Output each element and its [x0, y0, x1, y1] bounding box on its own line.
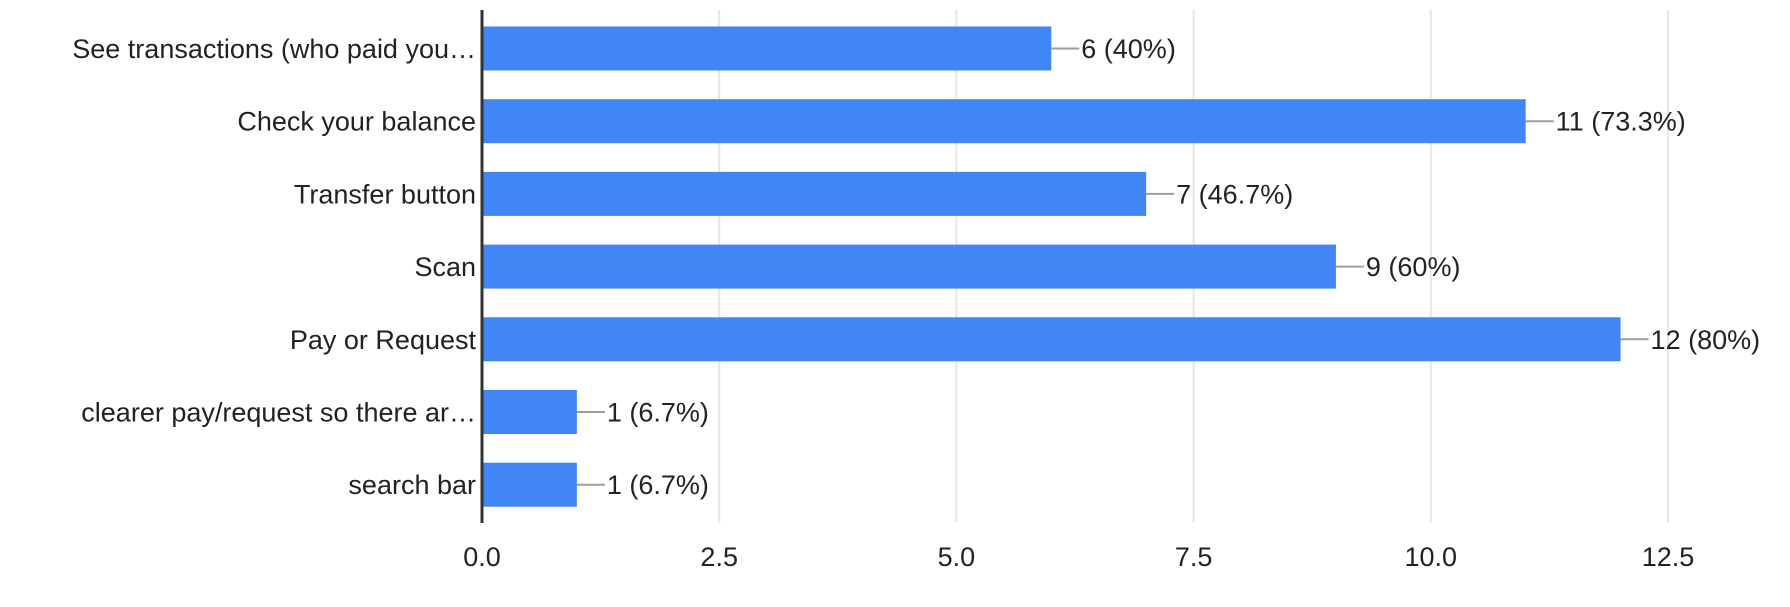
- bars: [482, 26, 1649, 507]
- data-label: 1 (6.7%): [607, 398, 709, 428]
- x-tick-label: 2.5: [700, 542, 738, 572]
- category-label: Check your balance: [237, 107, 476, 137]
- bar: [482, 171, 1147, 216]
- x-tick-label: 5.0: [938, 542, 976, 572]
- data-label: 1 (6.7%): [607, 470, 709, 500]
- bar: [482, 317, 1621, 362]
- x-tick-label: 12.5: [1642, 542, 1695, 572]
- category-label: search bar: [348, 470, 476, 500]
- x-tick-label: 10.0: [1405, 542, 1458, 572]
- bar: [482, 99, 1526, 144]
- data-label: 7 (46.7%): [1176, 179, 1293, 209]
- category-label: See transactions (who paid you…: [72, 34, 476, 64]
- bar: [482, 462, 577, 507]
- bar: [482, 26, 1052, 71]
- category-label: Pay or Request: [290, 325, 477, 355]
- labels: 6 (40%) See transactions (who paid you… 11…: [72, 34, 1760, 500]
- x-tick-label: 7.5: [1175, 542, 1213, 572]
- axes: 0.0 2.5 5.0 7.5 10.0 12.5: [463, 10, 1694, 572]
- bar: [482, 244, 1336, 289]
- category-label: Transfer button: [294, 179, 476, 209]
- x-tick-label: 0.0: [463, 542, 501, 572]
- data-label: 11 (73.3%): [1556, 107, 1686, 137]
- category-label: clearer pay/request so there ar…: [81, 398, 476, 428]
- data-label: 6 (40%): [1081, 34, 1176, 64]
- data-label: 9 (60%): [1366, 252, 1461, 282]
- data-label: 12 (80%): [1651, 325, 1761, 355]
- bar: [482, 390, 577, 434]
- category-label: Scan: [414, 252, 476, 282]
